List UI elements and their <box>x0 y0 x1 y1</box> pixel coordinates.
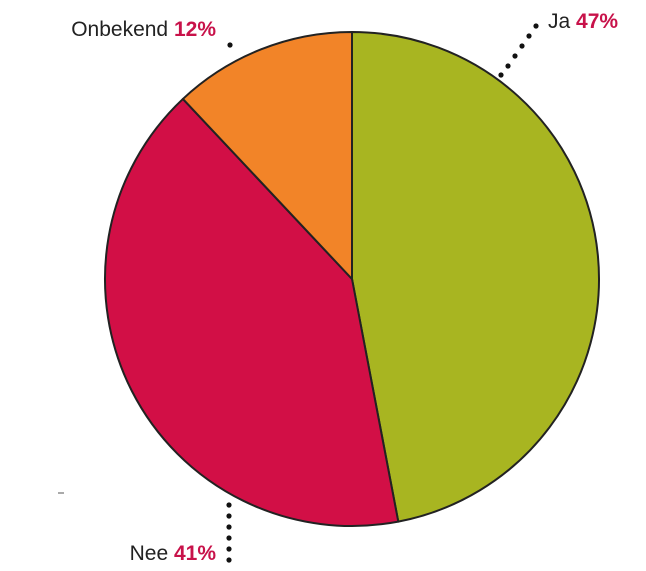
category-label: Onbekend <box>71 18 168 41</box>
label-ja: Ja 47% <box>548 10 618 33</box>
label-onbekend: Onbekend 12% <box>71 18 216 41</box>
pie-slice <box>104 97 400 527</box>
pie-slice <box>351 31 600 523</box>
category-label: Ja <box>548 10 571 33</box>
label-nee: Nee 41% <box>130 542 217 565</box>
pie-slice <box>181 31 353 280</box>
leader-ja <box>498 23 539 78</box>
value-label: 47% <box>576 10 618 33</box>
leader-onbekend <box>227 42 233 48</box>
value-label: 41% <box>174 542 216 565</box>
value-label: 12% <box>174 18 216 41</box>
category-label: Nee <box>130 542 169 565</box>
pie <box>104 31 600 527</box>
leader-nee <box>226 502 232 563</box>
